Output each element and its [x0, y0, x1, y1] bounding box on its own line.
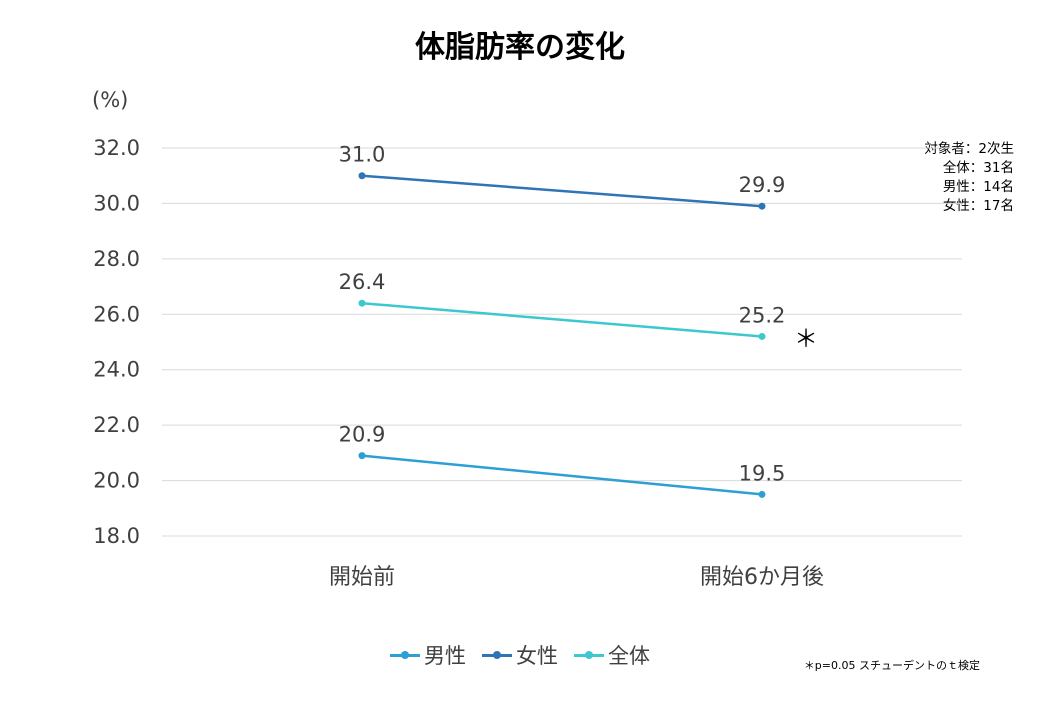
legend-label-male: 男性: [424, 644, 466, 668]
subject-notes: 対象者：2次生 全体：31名 男性：14名 女性：17名: [924, 140, 1014, 216]
y-tick-label: 24.0: [93, 358, 140, 382]
y-tick-label: 20.0: [93, 469, 140, 493]
legend: 男性 女性 全体: [0, 640, 1040, 670]
x-tick-label: 開始前: [329, 565, 395, 590]
note-line: 全体：31名: [942, 160, 1014, 176]
data-label: 19.5: [739, 461, 786, 485]
legend-label-all: 全体: [608, 644, 650, 668]
data-point: [758, 490, 766, 498]
x-tick-label: 開始6か月後: [700, 565, 824, 590]
y-tick-label: 32.0: [93, 136, 140, 160]
series-line: [361, 301, 763, 338]
legend-item-male: 男性: [390, 640, 466, 670]
legend-swatch-all: [574, 649, 604, 661]
data-point: [758, 332, 766, 340]
note-line: 対象者：2次生: [924, 141, 1014, 157]
chart-title: 体脂肪率の変化: [415, 30, 625, 65]
data-point: [758, 202, 766, 210]
y-tick-label: 26.0: [93, 302, 140, 326]
legend-item-all: 全体: [574, 640, 650, 670]
data-label: 25.2: [739, 303, 786, 327]
note-line: 男性：14名: [942, 179, 1014, 195]
data-label: 31.0: [339, 143, 386, 167]
data-point: [358, 452, 366, 460]
data-label: 29.9: [739, 173, 786, 197]
data-label: 26.4: [339, 270, 386, 294]
significance-mark: ＊: [794, 324, 818, 352]
y-tick-label: 18.0: [93, 524, 140, 548]
y-tick-label: 28.0: [93, 247, 140, 271]
legend-swatch-male: [390, 649, 420, 661]
series-line: [361, 454, 763, 496]
y-tick-label: 30.0: [93, 191, 140, 215]
data-point: [358, 172, 366, 180]
y-tick-label: 22.0: [93, 413, 140, 437]
series-line: [361, 174, 763, 208]
data-label: 20.9: [339, 423, 386, 447]
data-point: [358, 299, 366, 307]
legend-item-female: 女性: [482, 640, 558, 670]
footnote: ＊p=0.05 スチューデントのｔ検定: [803, 659, 980, 672]
legend-label-female: 女性: [516, 644, 558, 668]
legend-swatch-female: [482, 649, 512, 661]
y-axis-unit-label: (%): [92, 88, 129, 112]
note-line: 女性：17名: [942, 198, 1014, 214]
